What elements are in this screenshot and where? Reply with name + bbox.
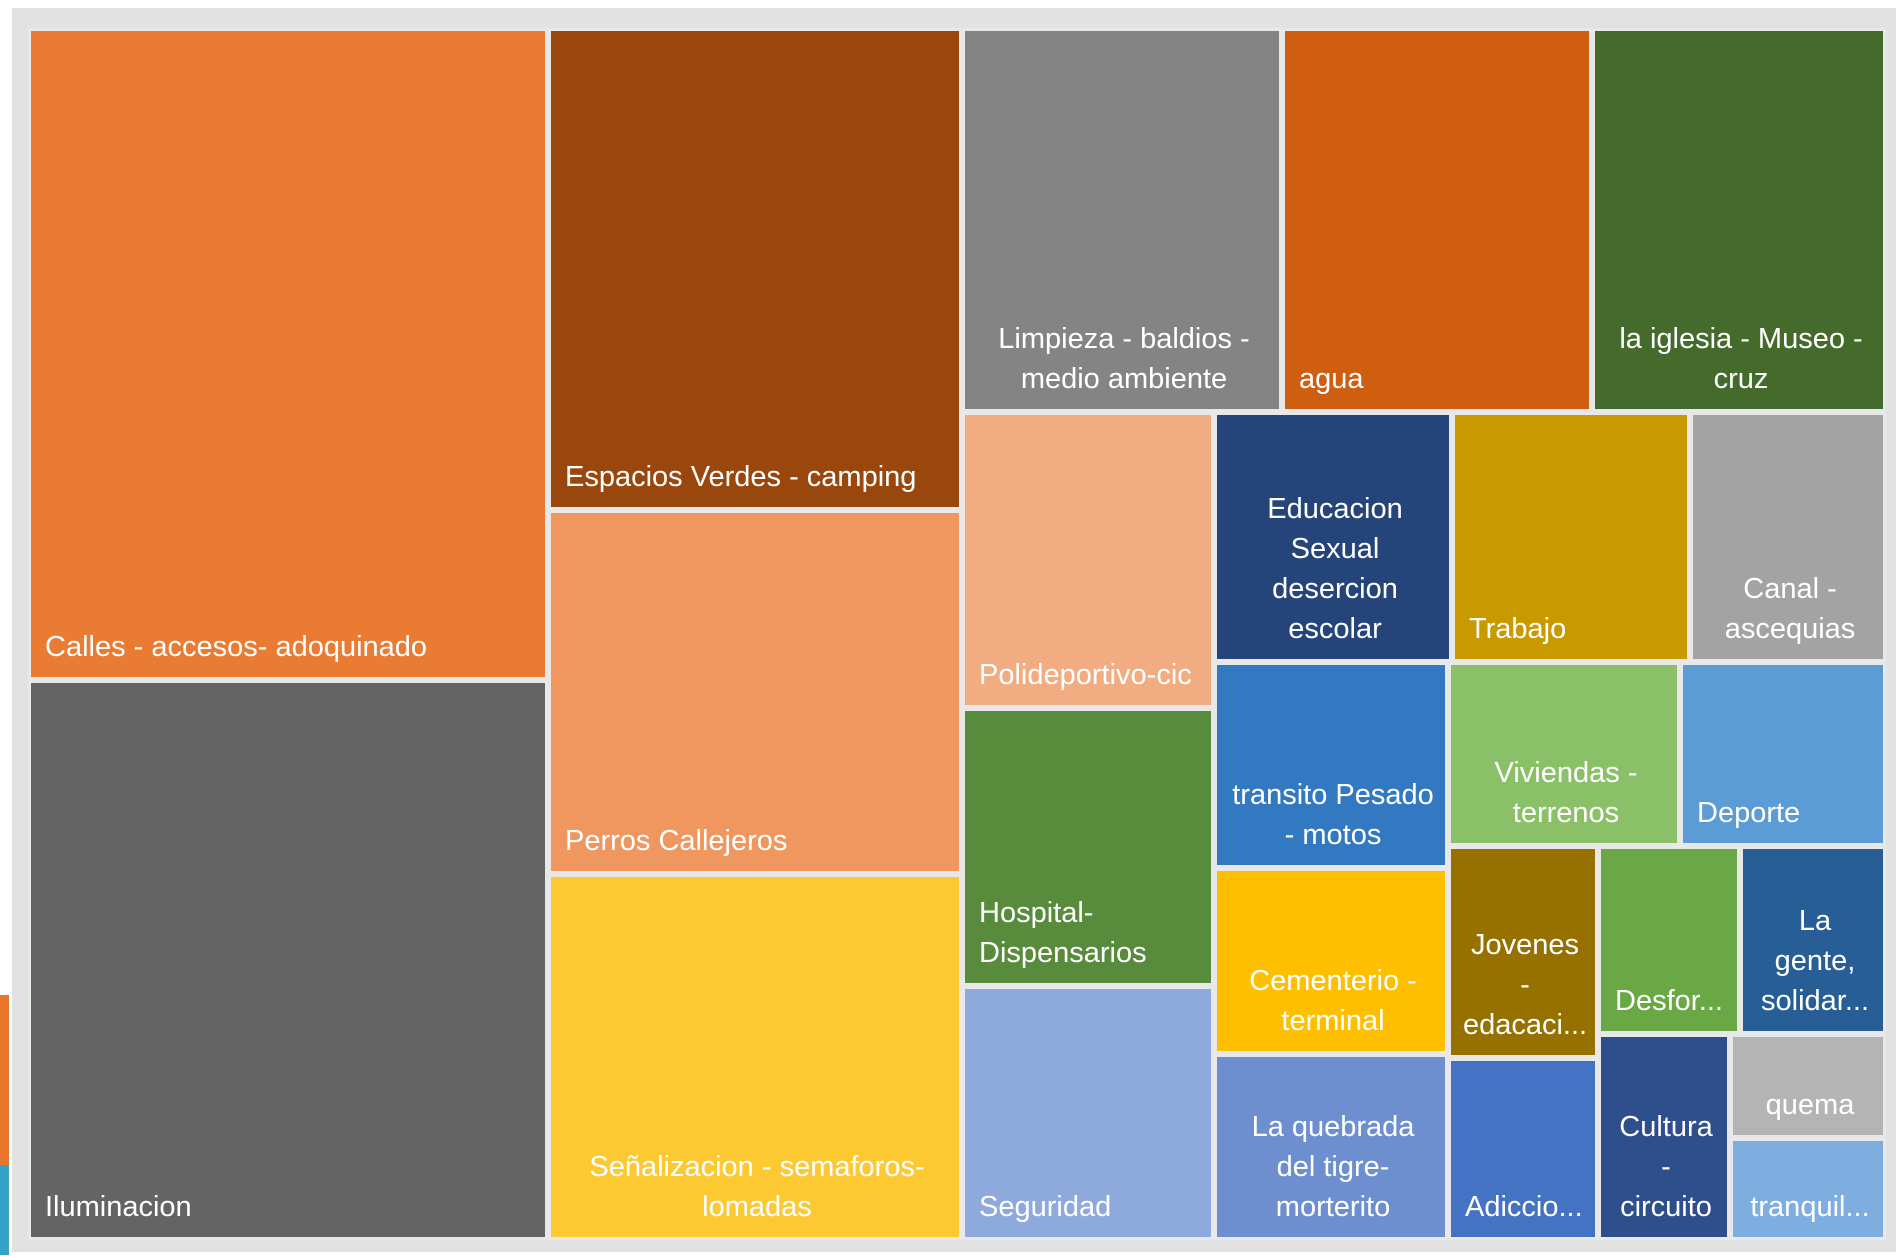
treemap-tile-label: Canal - ascequias xyxy=(1724,573,1856,645)
treemap-tile-la-iglesia-museo-cruz: la iglesia - Museo - cruz xyxy=(1592,28,1886,412)
treemap-tile-label: Hospital- Dispensarios xyxy=(979,897,1147,969)
treemap-tile-label: Limpieza - baldios - medio ambiente xyxy=(998,323,1250,395)
treemap-tile-calles-accesos-adoquinado: Calles - accesos- adoquinado xyxy=(28,28,548,680)
slide-accent-blue xyxy=(0,1165,9,1255)
treemap-tile-trabajo: Trabajo xyxy=(1452,412,1690,662)
treemap-tile-limpieza-baldios-medio-ambiente: Limpieza - baldios - medio ambiente xyxy=(962,28,1282,412)
treemap-tile-iluminacion: Iluminacion xyxy=(28,680,548,1240)
treemap-tile-seguridad: Seguridad xyxy=(962,986,1214,1240)
treemap-tile-label: Seguridad xyxy=(979,1191,1112,1223)
treemap-tile-label: quema xyxy=(1765,1089,1855,1121)
treemap-tile-label: Trabajo xyxy=(1469,613,1567,645)
treemap-tile-label: La quebrada del tigre- morterito xyxy=(1251,1111,1415,1223)
treemap-tile-label: la iglesia - Museo - cruz xyxy=(1619,323,1863,395)
treemap-tile-educacion-sexual-desercion-escolar: Educacion Sexual desercion escolar xyxy=(1214,412,1452,662)
treemap-tile-cementerio-terminal: Cementerio - terminal xyxy=(1214,868,1448,1054)
treemap-tile-quema: quema xyxy=(1730,1034,1886,1138)
treemap-tile-desfor: Desfor... xyxy=(1598,846,1740,1034)
treemap-tile-label: Iluminacion xyxy=(45,1191,192,1223)
treemap-tile-adiccio: Adiccio... xyxy=(1448,1058,1598,1240)
treemap-tile-jovenes-edacaci: Jovenes - edacaci... xyxy=(1448,846,1598,1058)
treemap-tile-hospital-dispensarios: Hospital- Dispensarios xyxy=(962,708,1214,986)
treemap-tile-perros-callejeros: Perros Callejeros xyxy=(548,510,962,874)
slide-accent-orange xyxy=(0,995,9,1165)
treemap-tile-label: transito Pesado - motos xyxy=(1232,779,1434,851)
treemap-tile-cultura-circuito: Cultura - circuito xyxy=(1598,1034,1730,1240)
treemap-tile-polideportivo-cic: Polideportivo-cic xyxy=(962,412,1214,708)
treemap-tile-label: Viviendas - terrenos xyxy=(1494,757,1638,829)
treemap-tile-label: Espacios Verdes - camping xyxy=(565,461,917,493)
treemap-tile-label: Cultura - circuito xyxy=(1619,1111,1713,1223)
treemap-tile-espacios-verdes-camping: Espacios Verdes - camping xyxy=(548,28,962,510)
treemap-tile-canal-ascequias: Canal - ascequias xyxy=(1690,412,1886,662)
treemap-tile-label: Señalizacion - semaforos- lomadas xyxy=(589,1151,925,1223)
treemap-tile-label: agua xyxy=(1299,363,1364,395)
treemap-tile-agua: agua xyxy=(1282,28,1592,412)
treemap-tile-transito-pesado-motos: transito Pesado - motos xyxy=(1214,662,1448,868)
treemap-tile-label: Cementerio - terminal xyxy=(1249,965,1417,1037)
treemap-tile-label: tranquil... xyxy=(1750,1191,1870,1223)
treemap-tile-label: Adiccio... xyxy=(1465,1191,1583,1223)
treemap-tile-la-gente-solidar: La gente, solidar... xyxy=(1740,846,1886,1034)
treemap-tile-la-quebrada-del-tigre-morterito: La quebrada del tigre- morterito xyxy=(1214,1054,1448,1240)
treemap-tile-label: Educacion Sexual desercion escolar xyxy=(1267,493,1403,645)
treemap-tile-label: Polideportivo-cic xyxy=(979,659,1192,691)
treemap-tile-label: Deporte xyxy=(1697,797,1801,829)
treemap-tile-label: Jovenes - edacaci... xyxy=(1462,929,1588,1041)
treemap-tile-label: Calles - accesos- adoquinado xyxy=(45,631,428,663)
treemap-tile-senalizacion-semaforos-lomadas: Señalizacion - semaforos- lomadas xyxy=(548,874,962,1240)
treemap-tile-tranquil: tranquil... xyxy=(1730,1138,1886,1240)
treemap-tile-label: La gente, solidar... xyxy=(1761,905,1869,1017)
treemap-tile-label: Perros Callejeros xyxy=(565,825,788,857)
treemap-tile-label: Desfor... xyxy=(1615,985,1723,1017)
treemap-tile-viviendas-terrenos: Viviendas - terrenos xyxy=(1448,662,1680,846)
treemap-tile-deporte: Deporte xyxy=(1680,662,1886,846)
